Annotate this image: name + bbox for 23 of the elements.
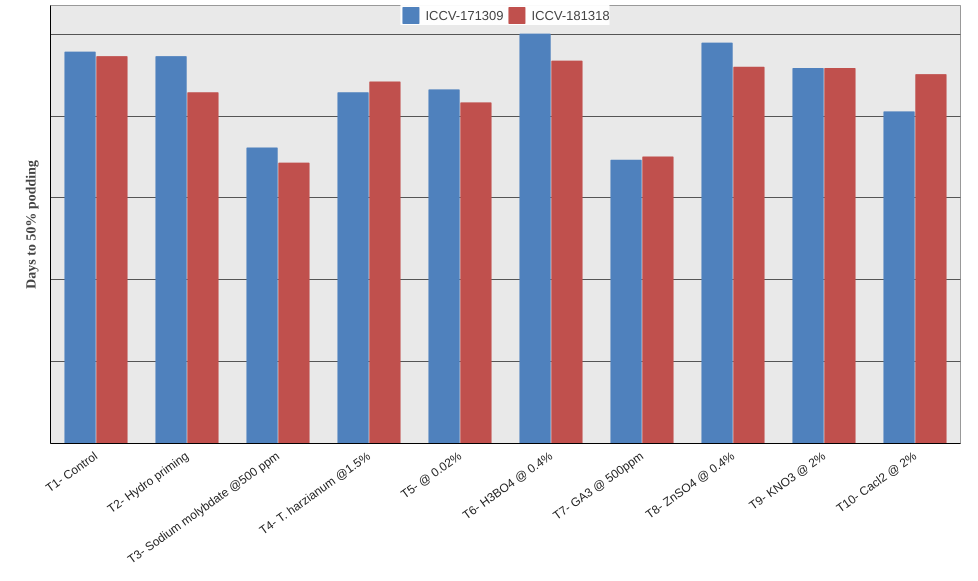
bar	[701, 42, 733, 444]
bar	[337, 92, 369, 444]
bar	[155, 56, 187, 444]
bar	[824, 68, 856, 444]
bar	[278, 162, 310, 444]
bar	[883, 111, 915, 444]
bar	[551, 60, 583, 444]
bar	[792, 68, 824, 444]
bar	[369, 82, 401, 444]
bar	[246, 147, 278, 444]
bar	[428, 89, 460, 444]
y-axis-title: Days to 50% podding	[24, 160, 40, 289]
legend-label: ICCV-171309	[425, 8, 504, 22]
bar	[460, 102, 492, 444]
bar	[610, 160, 642, 444]
bar	[64, 52, 96, 444]
bar	[519, 34, 551, 444]
bar	[733, 66, 765, 444]
legend-label: ICCV-181318	[532, 8, 610, 22]
bar	[915, 74, 947, 444]
bar	[96, 56, 128, 444]
bar	[187, 92, 219, 444]
bar	[642, 156, 674, 444]
